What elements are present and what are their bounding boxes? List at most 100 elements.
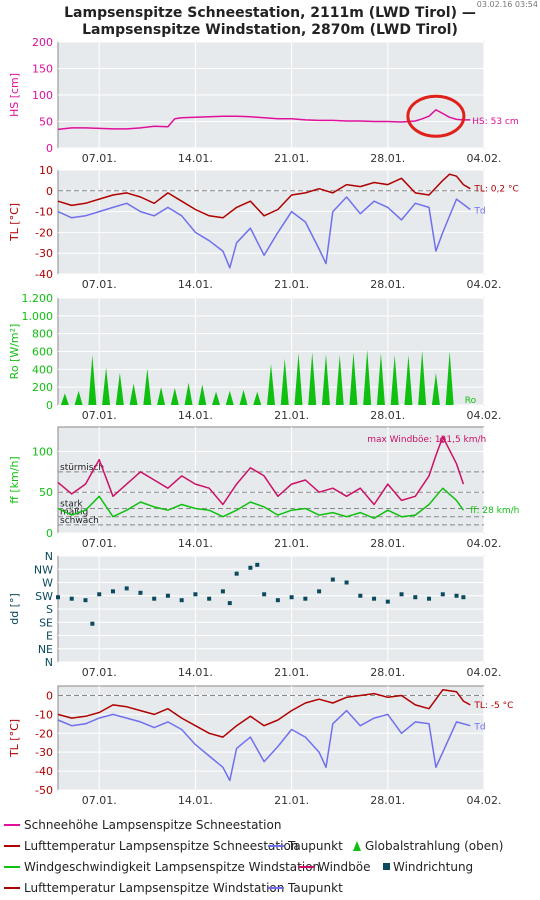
- direction-point: [152, 596, 157, 601]
- y-tick-label: -50: [35, 784, 53, 797]
- y-tick-label: -30: [35, 247, 53, 260]
- radiation-peak: [308, 352, 317, 405]
- x-tick-label: 21.01.: [274, 409, 309, 422]
- y-tick-label: 50: [39, 486, 53, 499]
- legend-item: Lufttemperatur Lampsenspitze Windstation: [4, 881, 284, 895]
- y-axis-label: TL [°C]: [8, 203, 21, 242]
- radiation-peak: [363, 349, 372, 405]
- reference-label: stark: [60, 500, 83, 510]
- legend-label: Windgeschwindigkeit Lampsenspitze Windst…: [24, 860, 320, 874]
- y-tick-label: 600: [32, 346, 53, 359]
- y-axis-label: dd [°]: [8, 593, 21, 625]
- direction-point: [56, 595, 60, 600]
- direction-point: [165, 593, 170, 598]
- y-tick-label: -40: [35, 765, 53, 778]
- legend-square-marker: [383, 863, 390, 870]
- x-tick-label: 14.01.: [178, 537, 213, 550]
- series-line-0: [57, 173, 471, 219]
- radiation-peak: [267, 363, 275, 405]
- direction-point: [207, 596, 212, 601]
- x-tick-label: 14.01.: [178, 409, 213, 422]
- y-axis-label: TL [°C]: [8, 719, 21, 758]
- x-tick-label: 28.01.: [370, 537, 405, 550]
- radiation-peak: [280, 358, 289, 405]
- current-value-label: ff: 28 km/h: [470, 506, 519, 516]
- direction-point: [330, 577, 335, 582]
- x-tick-label: 04.02.: [467, 537, 502, 550]
- direction-point: [344, 580, 349, 585]
- x-tick-label: 14.01.: [178, 666, 213, 679]
- direction-point: [262, 592, 267, 597]
- y-tick-label: N: [45, 656, 53, 669]
- x-tick-label: 07.01.: [82, 278, 117, 291]
- reference-label: schwach: [60, 516, 99, 526]
- series-line-1: [57, 709, 471, 782]
- radiation-peak: [129, 383, 138, 405]
- x-tick-label: 14.01.: [178, 794, 213, 807]
- y-tick-label: 200: [32, 36, 53, 49]
- y-tick-label: 1.200: [22, 292, 54, 305]
- radiation-peak: [253, 391, 262, 405]
- y-tick-label: -40: [35, 268, 53, 281]
- x-tick-label: 04.02.: [467, 152, 502, 165]
- y-tick-label: 0: [46, 185, 53, 198]
- direction-point: [440, 592, 445, 597]
- direction-point: [358, 593, 363, 598]
- x-tick-label: 04.02.: [467, 794, 502, 807]
- y-axis-label: ff [km/h]: [8, 456, 21, 503]
- x-tick-label: 07.01.: [82, 794, 117, 807]
- y-tick-label: -20: [35, 727, 53, 740]
- legend-item: Windrichtung: [383, 860, 473, 874]
- legend-label: Globalstrahlung (oben): [365, 839, 503, 853]
- y-tick-label: 800: [32, 328, 53, 341]
- y-tick-label: -10: [35, 708, 53, 721]
- direction-point: [385, 599, 390, 604]
- series-line-0: [57, 436, 465, 506]
- radiation-peak: [445, 351, 454, 405]
- direction-point: [193, 592, 198, 597]
- max-gust-label: max Windböe: 121,5 km/h: [367, 435, 486, 445]
- series-line-0: [57, 689, 471, 738]
- y-tick-label: 10: [39, 164, 53, 177]
- direction-point: [227, 601, 232, 606]
- chart-title-line2: Lampsenspitze Windstation, 2870m (LWD Ti…: [82, 22, 458, 38]
- direction-point: [289, 595, 294, 600]
- legend-item: Taupunkt: [268, 881, 343, 895]
- direction-point: [413, 595, 418, 600]
- y-tick-label: N: [45, 550, 53, 563]
- direction-point: [179, 598, 184, 603]
- direction-point: [138, 590, 143, 595]
- y-tick-label: S: [46, 603, 53, 616]
- panel-background: [57, 685, 485, 791]
- dewpoint-label: Td: [473, 723, 485, 733]
- radiation-peak: [349, 352, 358, 405]
- x-tick-label: 07.01.: [82, 409, 117, 422]
- y-tick-label: SW: [35, 590, 53, 603]
- radiation-peak: [102, 367, 111, 405]
- radiation-peak: [198, 384, 207, 405]
- legend-item: Lufttemperatur Lampsenspitze Schneestati…: [4, 839, 298, 853]
- x-tick-label: 28.01.: [370, 666, 405, 679]
- direction-point: [97, 592, 102, 597]
- legend-item: Schneehöhe Lampsenspitze Schneestation: [4, 818, 281, 832]
- legend-label: Lufttemperatur Lampsenspitze Schneestati…: [24, 839, 298, 853]
- radiation-peak: [376, 353, 385, 405]
- x-tick-label: 04.02.: [467, 409, 502, 422]
- y-tick-label: 1.000: [22, 310, 54, 323]
- x-tick-label: 14.01.: [178, 278, 213, 291]
- radiation-peak: [170, 388, 179, 405]
- direction-point: [303, 596, 308, 601]
- series-line-0: [57, 109, 471, 131]
- direction-point: [234, 571, 239, 576]
- panel-hs: 07.01. 14.01. 21.01. 28.01. 04.02. 0 50 100 150 2…: [8, 36, 519, 165]
- radiation-peak: [404, 355, 413, 405]
- legend-item: Globalstrahlung (oben): [353, 839, 503, 853]
- direction-point: [317, 589, 322, 594]
- radiation-peak: [418, 350, 427, 405]
- series-line-1: [57, 196, 471, 269]
- direction-point: [461, 595, 466, 600]
- y-tick-label: NE: [38, 643, 53, 656]
- radiation-peak: [431, 372, 440, 405]
- x-tick-label: 04.02.: [467, 666, 502, 679]
